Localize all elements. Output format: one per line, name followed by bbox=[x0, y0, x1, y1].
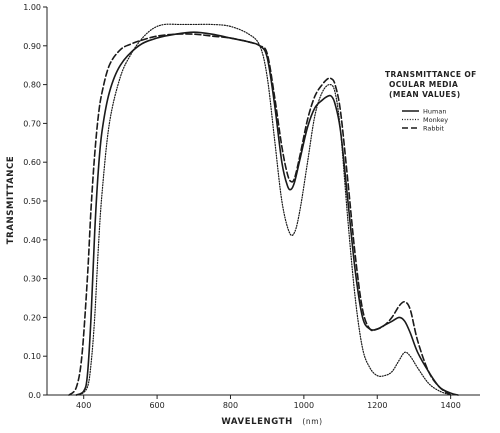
series-lines bbox=[68, 23, 459, 396]
x-tick-label: 1000 bbox=[294, 401, 314, 410]
y-tick-label: 0.30 bbox=[23, 275, 41, 284]
legend-label-rabbit: Rabbit bbox=[423, 124, 444, 132]
y-tick-label: 0.70 bbox=[23, 119, 41, 128]
x-tick-label: 400 bbox=[76, 401, 91, 410]
y-tick-label: 0.40 bbox=[23, 236, 41, 245]
x-tick-label: 1400 bbox=[440, 401, 460, 410]
y-tick-label: 0.60 bbox=[23, 158, 41, 167]
legend: TRANSMITTANCE OF OCULAR MEDIA (MEAN VALU… bbox=[385, 70, 477, 132]
y-tick-label: 0.50 bbox=[23, 197, 41, 206]
y-tick-label: 0.0 bbox=[28, 391, 41, 400]
x-tick-label: 800 bbox=[223, 401, 238, 410]
x-axis-title: WAVELENGTH (nm) bbox=[221, 417, 322, 427]
y-tick-label: 0.90 bbox=[23, 42, 41, 51]
legend-label-monkey: Monkey bbox=[423, 116, 448, 124]
legend-label-human: Human bbox=[423, 107, 446, 115]
axes bbox=[46, 7, 480, 396]
legend-title-line-3: (MEAN VALUES) bbox=[389, 90, 461, 99]
legend-title-line-1: TRANSMITTANCE OF bbox=[385, 70, 477, 79]
series-line-monkey bbox=[79, 23, 452, 396]
x-tick-label: 600 bbox=[149, 401, 164, 410]
y-tick-label: 0.10 bbox=[23, 352, 41, 361]
y-tick-label: 0.80 bbox=[23, 81, 41, 90]
x-axis-title-text: WAVELENGTH bbox=[221, 417, 292, 427]
ticks: 0.0 0.10 0.20 0.30 0.40 0.50 0.60 0.70 0.80 0.90 1… bbox=[23, 3, 461, 410]
legend-title-line-2: OCULAR MEDIA bbox=[389, 80, 458, 89]
x-tick-label: 1200 bbox=[367, 401, 387, 410]
y-tick-label: 0.20 bbox=[23, 313, 41, 322]
series-line-rabbit bbox=[68, 33, 452, 396]
y-axis-title: TRANSMITTANCE bbox=[6, 156, 16, 244]
x-axis-title-unit: (nm) bbox=[302, 417, 322, 426]
y-tick-label: 1.00 bbox=[23, 3, 41, 12]
